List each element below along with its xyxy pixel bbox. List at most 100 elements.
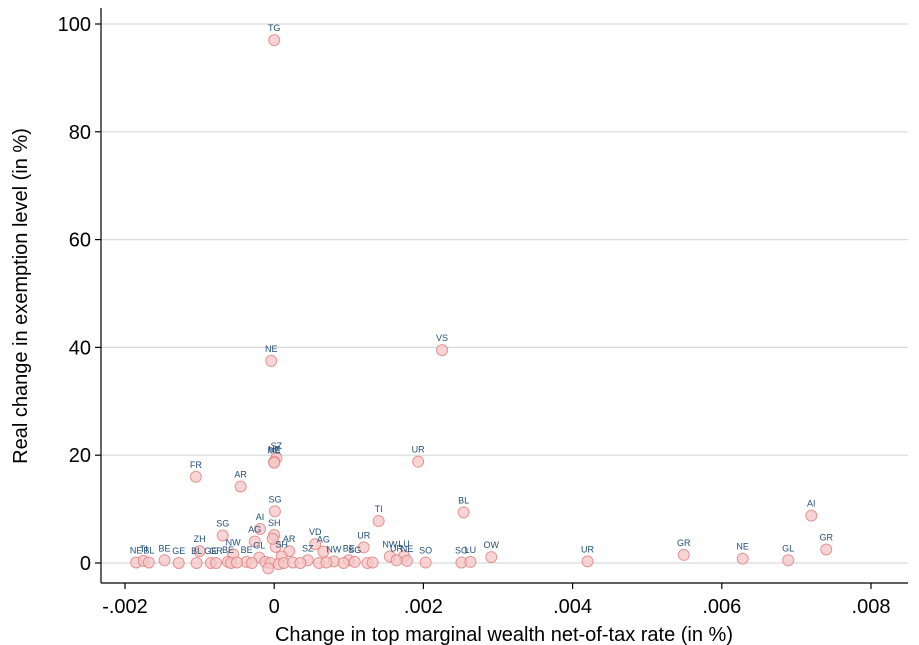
point-label: SG [348, 545, 361, 555]
data-point [268, 456, 281, 469]
y-tick-label: 0 [80, 553, 91, 575]
point-label: SO [455, 545, 468, 555]
point-label: FR [190, 460, 202, 470]
point-label: TI [375, 504, 383, 514]
point-label: ZH [194, 534, 206, 544]
data-point [805, 509, 818, 522]
point-label: GE [204, 546, 217, 556]
data-point [485, 551, 498, 564]
x-tick-label: .002 [404, 596, 443, 618]
data-point [294, 557, 307, 569]
point-label: NE [401, 544, 414, 554]
data-point [436, 344, 449, 357]
point-label: NW [382, 540, 397, 550]
data-point [193, 545, 206, 558]
point-label: ME [267, 446, 281, 456]
point-label: AR [283, 534, 296, 544]
point-label: AG [317, 535, 330, 545]
data-point [158, 554, 171, 567]
point-label: UR [357, 530, 370, 540]
point-label: SZ [271, 441, 283, 451]
y-tick-label: 60 [69, 230, 91, 252]
point-label: GR [209, 546, 223, 556]
y-tick-label: 20 [69, 445, 91, 467]
point-label: BE [159, 543, 171, 553]
y-ticks: 0 20 40 60 80 100 [58, 14, 101, 575]
point-label: LU [398, 539, 410, 549]
point-label: NE [265, 344, 278, 354]
x-tick-label: .004 [553, 596, 592, 618]
y-tick-label: 40 [69, 337, 91, 359]
data-point [736, 552, 749, 565]
point-label: SG [216, 519, 229, 529]
point-label: NE [130, 545, 143, 555]
data-point [268, 505, 281, 518]
data-point [390, 554, 403, 567]
data-point [245, 557, 258, 569]
data-point [464, 555, 477, 568]
point-label: AG [248, 524, 261, 534]
point-label: GL [782, 543, 794, 553]
data-point [782, 554, 795, 567]
data-point [234, 480, 247, 493]
point-label: NW [326, 544, 341, 554]
data-point [254, 523, 267, 536]
data-point [265, 354, 278, 367]
data-point [230, 556, 243, 569]
data-point [262, 562, 275, 575]
point-label: SH [268, 518, 281, 528]
point-label: VD [309, 527, 322, 537]
x-tick-label: .008 [852, 596, 891, 618]
point-label: BE [343, 543, 355, 553]
data-point [412, 455, 425, 468]
point-label: UR [390, 543, 403, 553]
data-point [820, 543, 833, 556]
y-tick-label: 100 [58, 14, 91, 36]
axes [100, 8, 908, 584]
point-label: NE [268, 445, 281, 455]
point-label: OW [484, 540, 500, 550]
point-label: GL [253, 541, 265, 551]
point-label: AI [807, 499, 816, 509]
point-label: NE [736, 542, 749, 552]
point-label: NW [226, 537, 241, 547]
point-label: SG [268, 494, 281, 504]
point-label: UR [581, 544, 594, 554]
data-point [216, 529, 229, 542]
data-point [400, 554, 413, 567]
point-label: TI [140, 544, 148, 554]
grid-lines [101, 23, 908, 564]
point-label: SZ [302, 543, 314, 553]
point-label: BL [143, 545, 154, 555]
data-point [317, 545, 330, 558]
data-point [419, 556, 432, 569]
point-label: VS [436, 333, 448, 343]
data-point [190, 557, 203, 569]
point-label: BL [458, 495, 469, 505]
data-point [210, 557, 223, 569]
data-point [677, 548, 690, 561]
point-label: AR [234, 469, 247, 479]
x-tick-label: .006 [702, 596, 741, 618]
point-label: AI [256, 512, 265, 522]
x-tick-label: 0 [269, 596, 280, 618]
data-point [581, 555, 594, 568]
data-point [172, 557, 185, 569]
point-label: BE [241, 545, 253, 555]
point-label: UR [412, 445, 425, 455]
point-label: GR [677, 538, 691, 548]
y-tick-label: 80 [69, 122, 91, 144]
point-label: BL [191, 546, 202, 556]
point-label: SH [275, 540, 288, 550]
x-tick-label: -.002 [102, 596, 148, 618]
data-point [189, 470, 202, 483]
point-label: BE [222, 545, 234, 555]
data-point [357, 541, 370, 554]
point-label: TG [268, 23, 281, 33]
data-point [337, 557, 350, 569]
data-point [248, 535, 261, 548]
data-point [320, 556, 333, 569]
data-point [366, 556, 379, 569]
